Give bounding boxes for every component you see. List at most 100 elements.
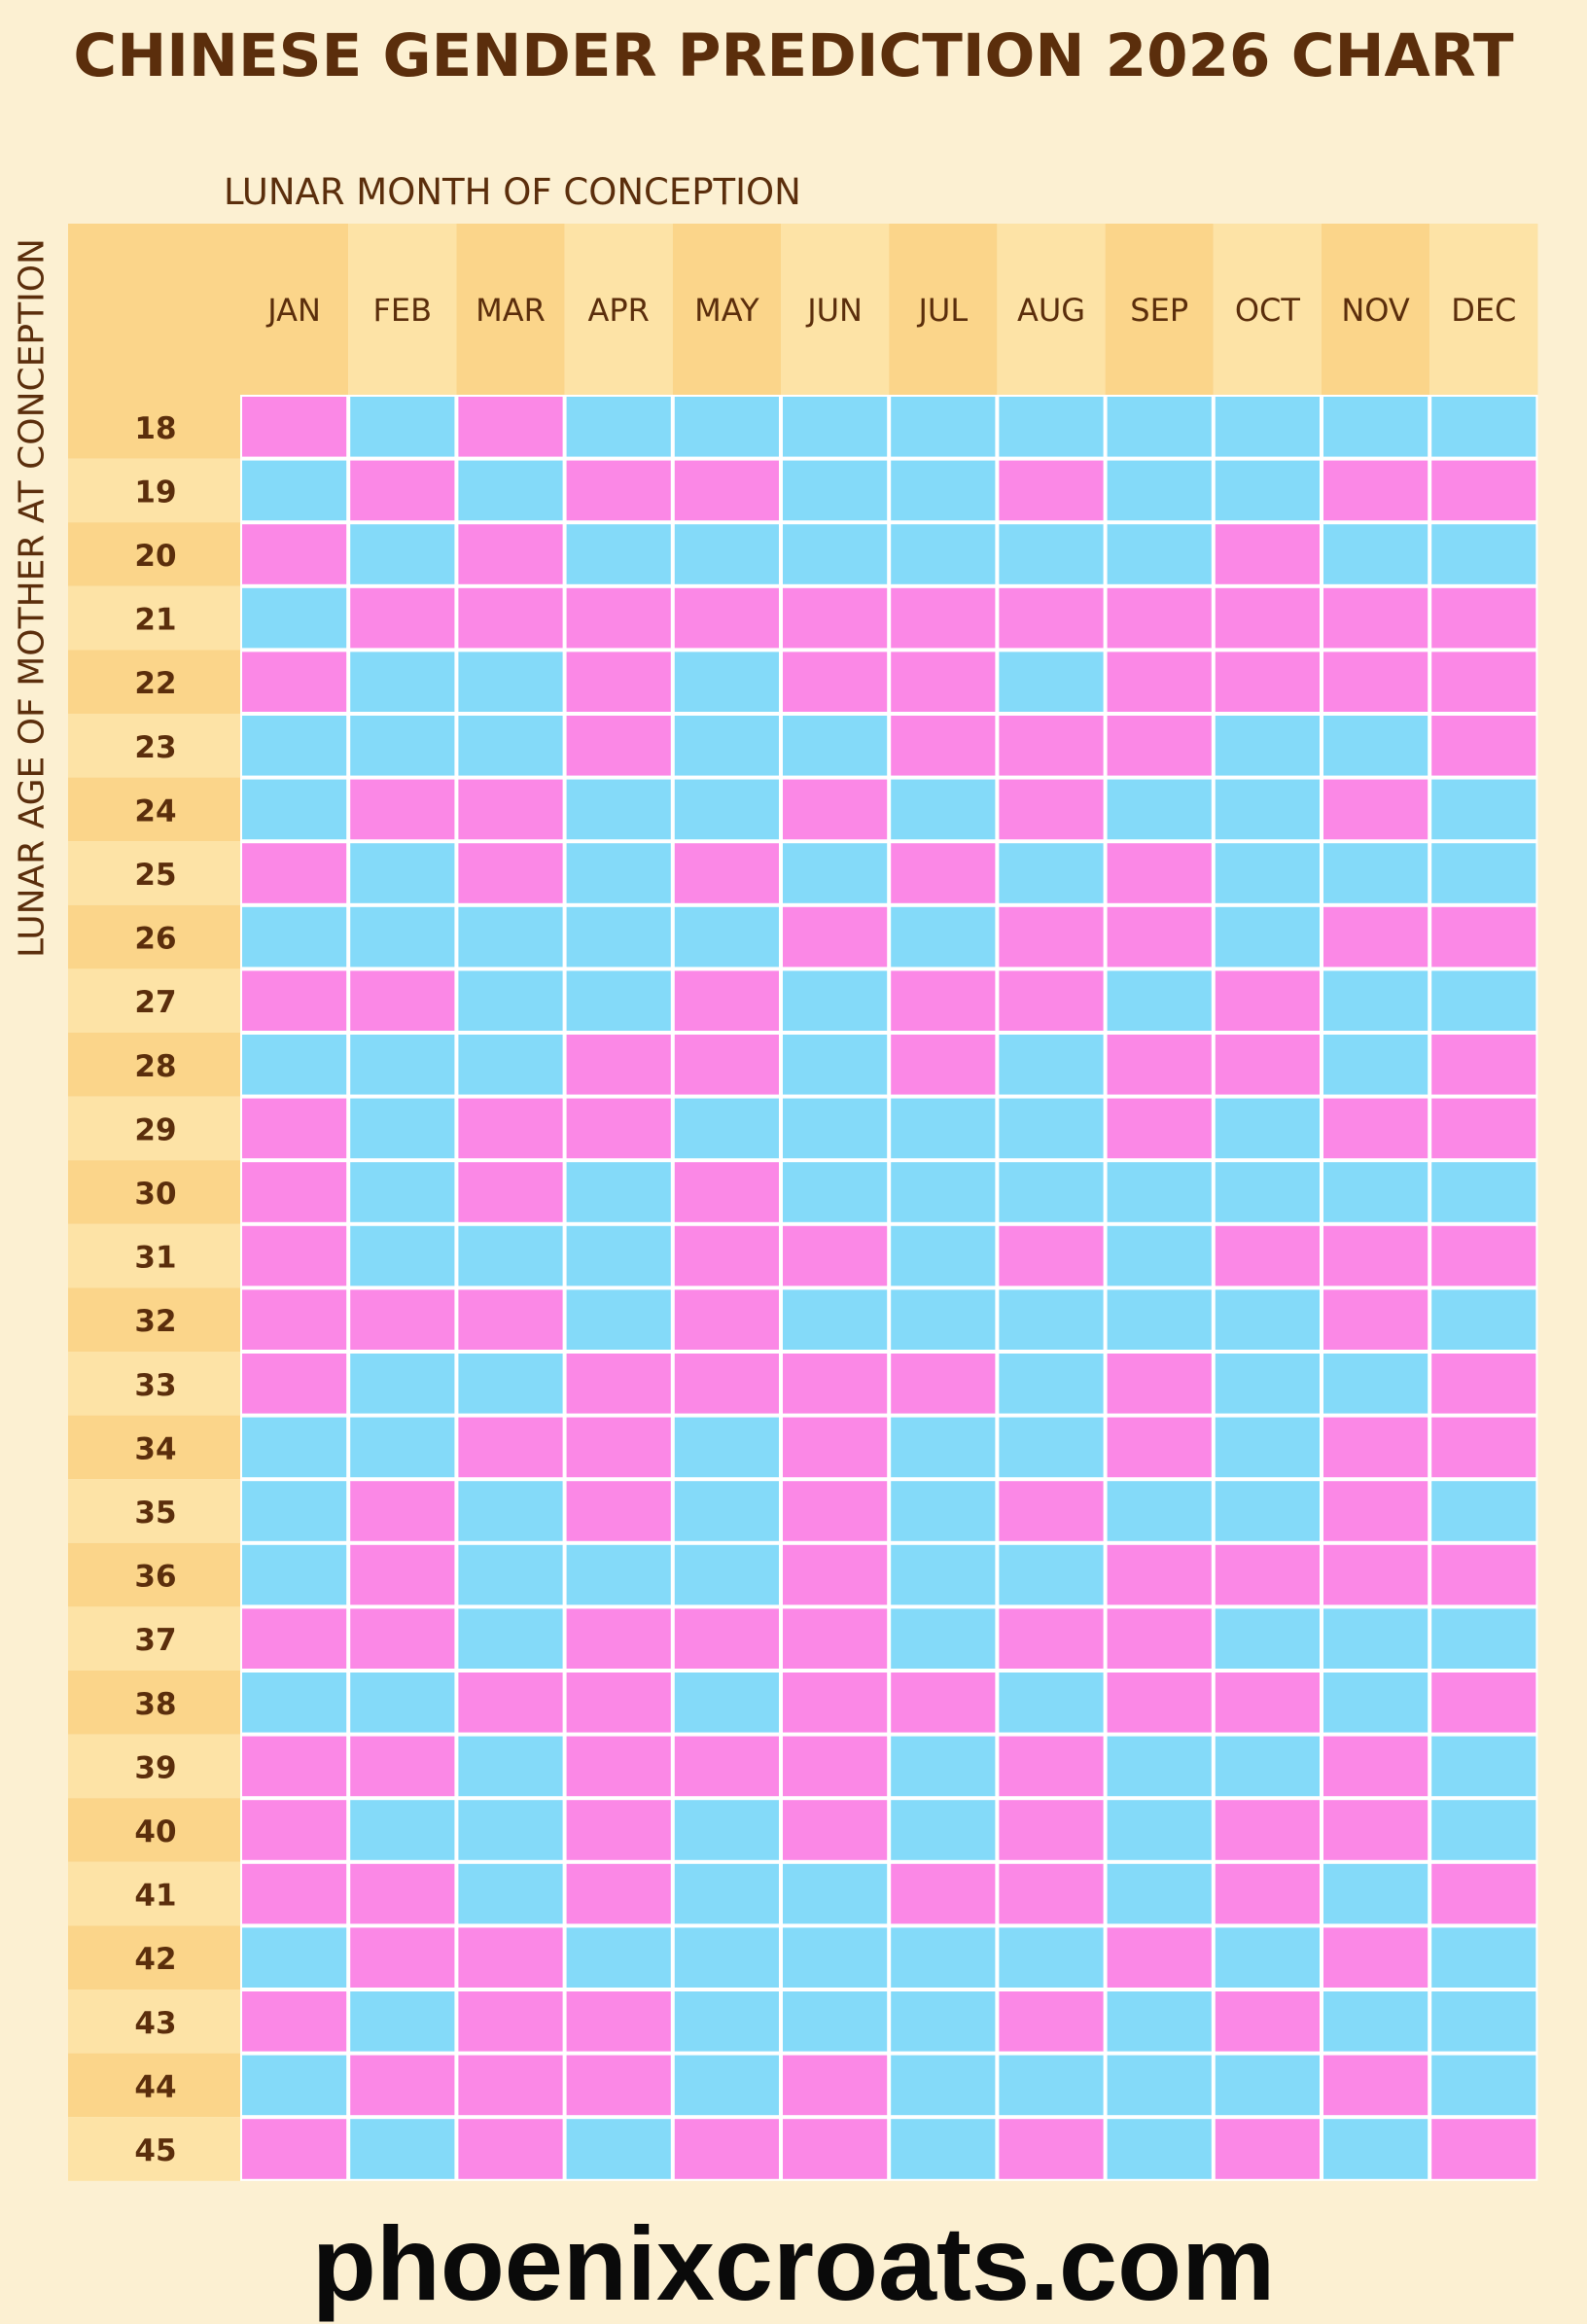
prediction-cell-23-nov — [1323, 716, 1428, 776]
prediction-cell-22-dec — [1431, 651, 1536, 712]
prediction-cell-42-apr — [566, 1927, 671, 1988]
row-header-age-45: 45 — [134, 2133, 176, 2168]
prediction-cell-24-nov — [1323, 779, 1428, 840]
prediction-cell-19-sep — [1107, 460, 1212, 521]
prediction-cell-45-dec — [1431, 2119, 1536, 2179]
prediction-cell-21-sep — [1107, 587, 1212, 649]
prediction-cell-36-may — [674, 1544, 779, 1605]
prediction-cell-20-sep — [1107, 524, 1212, 584]
prediction-cell-25-mar — [458, 843, 563, 903]
prediction-cell-28-mar — [458, 1035, 563, 1095]
prediction-cell-43-nov — [1323, 1991, 1428, 2052]
prediction-cell-45-may — [674, 2119, 779, 2179]
row-header-age-19: 19 — [134, 475, 176, 510]
prediction-cell-26-nov — [1323, 906, 1428, 968]
prediction-cell-45-apr — [566, 2119, 671, 2179]
column-header-jan: JAN — [265, 292, 321, 329]
prediction-cell-31-apr — [566, 1225, 671, 1286]
prediction-cell-33-jan — [242, 1354, 347, 1414]
prediction-cell-34-jul — [891, 1417, 996, 1478]
prediction-cell-31-jan — [242, 1225, 347, 1286]
prediction-cell-41-may — [674, 1863, 779, 1924]
prediction-cell-41-jan — [242, 1863, 347, 1924]
row-header-bg — [68, 522, 240, 586]
prediction-cell-38-aug — [999, 1673, 1104, 1733]
prediction-cell-38-may — [674, 1673, 779, 1733]
prediction-cell-41-jul — [891, 1863, 996, 1924]
prediction-cell-41-aug — [999, 1863, 1104, 1924]
prediction-cell-42-feb — [350, 1927, 455, 1988]
prediction-cell-18-sep — [1107, 397, 1212, 457]
prediction-cell-44-aug — [999, 2055, 1104, 2116]
row-header-bg — [68, 1287, 240, 1352]
prediction-cell-45-nov — [1323, 2119, 1428, 2179]
row-header-bg — [68, 1861, 240, 1926]
prediction-cell-35-may — [674, 1481, 779, 1541]
prediction-cell-20-may — [674, 524, 779, 584]
prediction-cell-33-jul — [891, 1354, 996, 1414]
prediction-cell-43-jan — [242, 1991, 347, 2052]
prediction-cell-33-feb — [350, 1354, 455, 1414]
prediction-cell-37-mar — [458, 1608, 563, 1669]
row-header-bg — [68, 1479, 240, 1543]
prediction-cell-18-dec — [1431, 397, 1536, 457]
prediction-cell-37-jun — [783, 1608, 888, 1669]
prediction-cell-38-mar — [458, 1673, 563, 1733]
column-header-bg — [997, 224, 1106, 395]
prediction-cell-40-may — [674, 1800, 779, 1860]
row-header-bg — [68, 1096, 240, 1161]
row-header-age-26: 26 — [134, 922, 176, 957]
prediction-cell-29-jul — [891, 1098, 996, 1159]
prediction-cell-36-jun — [783, 1544, 888, 1605]
prediction-cell-37-may — [674, 1608, 779, 1669]
prediction-cell-24-aug — [999, 779, 1104, 840]
prediction-cell-18-jul — [891, 397, 996, 457]
prediction-cell-23-aug — [999, 716, 1104, 776]
prediction-cell-33-nov — [1323, 1354, 1428, 1414]
prediction-cell-39-dec — [1431, 1736, 1536, 1797]
column-header-oct: OCT — [1235, 292, 1301, 329]
column-header-bg — [1322, 224, 1430, 395]
page-title: CHINESE GENDER PREDICTION 2026 CHART — [73, 21, 1514, 90]
prediction-cell-39-jul — [891, 1736, 996, 1797]
prediction-cell-44-feb — [350, 2055, 455, 2116]
prediction-cell-44-apr — [566, 2055, 671, 2116]
row-header-bg — [68, 968, 240, 1033]
prediction-cell-40-jun — [783, 1800, 888, 1860]
prediction-cell-21-dec — [1431, 587, 1536, 649]
prediction-cell-42-oct — [1215, 1927, 1320, 1988]
prediction-cell-27-jun — [783, 970, 888, 1031]
prediction-cell-45-oct — [1215, 2119, 1320, 2179]
row-header-age-21: 21 — [134, 603, 176, 638]
row-header-age-18: 18 — [134, 411, 176, 446]
prediction-cell-24-oct — [1215, 779, 1320, 840]
prediction-cell-19-apr — [566, 460, 671, 521]
row-header-bg — [68, 1734, 240, 1799]
row-header-bg — [68, 1989, 240, 2054]
prediction-cell-21-jun — [783, 587, 888, 649]
prediction-cell-27-oct — [1215, 970, 1320, 1031]
prediction-cell-44-oct — [1215, 2055, 1320, 2116]
prediction-cell-23-mar — [458, 716, 563, 776]
prediction-cell-21-aug — [999, 587, 1104, 649]
prediction-cell-19-oct — [1215, 460, 1320, 521]
prediction-cell-30-oct — [1215, 1162, 1320, 1222]
prediction-cell-41-dec — [1431, 1863, 1536, 1924]
prediction-cell-25-may — [674, 843, 779, 903]
prediction-cell-43-oct — [1215, 1991, 1320, 2052]
prediction-cell-22-feb — [350, 651, 455, 712]
column-header-nov: NOV — [1341, 292, 1410, 329]
prediction-cell-30-dec — [1431, 1162, 1536, 1222]
prediction-cell-32-jul — [891, 1289, 996, 1350]
prediction-cell-26-dec — [1431, 906, 1536, 968]
prediction-cell-33-dec — [1431, 1354, 1536, 1414]
prediction-cell-27-aug — [999, 970, 1104, 1031]
prediction-cell-26-oct — [1215, 906, 1320, 968]
prediction-cell-26-sep — [1107, 906, 1212, 968]
prediction-cell-31-aug — [999, 1225, 1104, 1286]
column-header-bg — [240, 224, 349, 395]
prediction-cell-35-sep — [1107, 1481, 1212, 1541]
prediction-cell-21-jul — [891, 587, 996, 649]
prediction-cell-42-nov — [1323, 1927, 1428, 1988]
prediction-cell-35-nov — [1323, 1481, 1428, 1541]
